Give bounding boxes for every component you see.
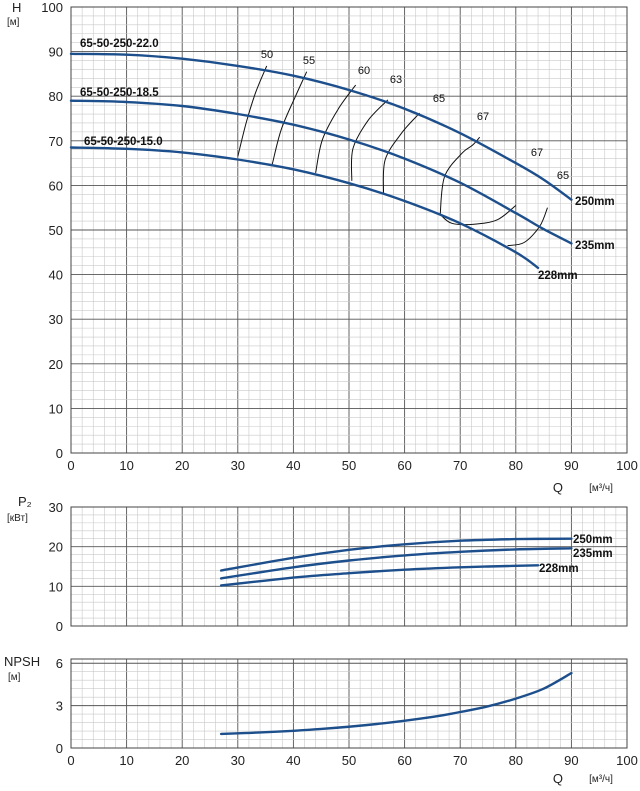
efficiency-curve [382,112,420,195]
power-panel: 0 10 20 30 250mm 235mm 228mm [49,500,628,634]
x-tick-label: 20 [175,458,189,473]
x-tick-label: 90 [564,753,578,768]
x-tick-label: 20 [175,753,189,768]
y-tick-label: 90 [49,45,63,60]
head-xlabel: Q [553,480,563,495]
y-tick-label: 40 [49,268,63,283]
y-tick-label: 20 [49,357,63,372]
x-tick-label: 80 [509,753,523,768]
x-tick-label: 80 [509,458,523,473]
npsh-yunit: [м] [8,672,21,683]
y-tick-label: 0 [56,446,63,461]
efficiency-label: 65 [557,170,569,182]
y-tick-label: 20 [49,540,63,555]
y-tick-label: 10 [49,401,63,416]
series-end-label: 250mm [575,196,615,208]
power-ylabel: P₂ [18,494,32,509]
y-tick-label: 6 [56,656,63,671]
x-tick-label: 10 [119,753,133,768]
efficiency-curve [237,65,268,157]
npsh-ylabel: NPSH [4,654,40,669]
y-tick-label: 70 [49,134,63,149]
efficiency-label: 50 [261,49,273,61]
plot-frame [70,506,628,627]
y-tick-label: 60 [49,178,63,193]
x-tick-label: 70 [453,458,467,473]
head-panel: 0 10 20 30 40 50 60 70 80 90 100 0 10 20 30 40 50 60 70 80 9… [41,0,638,473]
series-end-label: 235mm [575,240,615,252]
x-tick-label: 90 [564,458,578,473]
efficiency-curve [439,136,481,215]
y-tick-label: 100 [41,0,63,15]
y-tick-label: 3 [56,699,63,714]
efficiency-curve [439,205,517,226]
x-tick-label: 50 [342,458,356,473]
efficiency-curve [271,71,308,165]
series-line [219,564,540,587]
efficiency-label: 65 [433,93,445,105]
y-tick-label: 10 [49,579,63,594]
x-tick-label: 40 [286,753,300,768]
x-tick-label: 60 [397,458,411,473]
x-tick-label: 100 [616,753,638,768]
y-tick-label: 30 [49,500,63,515]
series-name-label: 65-50-250-15.0 [84,136,163,148]
x-tick-label: 0 [67,753,74,768]
series-line [69,146,540,270]
series-end-label: 228mm [539,563,579,575]
npsh-xunit: [м³/ч] [589,774,613,785]
x-tick-label: 10 [119,458,133,473]
series-name-label: 65-50-250-22.0 [80,38,159,50]
series-end-label: 235mm [573,548,613,560]
series-line [219,547,573,580]
x-tick-label: 30 [231,753,245,768]
series-name-label: 65-50-250-18.5 [80,87,159,99]
efficiency-curve [315,84,357,174]
series-line [69,52,573,201]
plot-frame [70,6,628,454]
y-tick-label: 80 [49,89,63,104]
efficiency-curve [507,207,548,247]
x-tick-label: 40 [286,458,300,473]
x-tick-label: 60 [397,753,411,768]
x-tick-label: 50 [342,753,356,768]
power-yunit: [кВт] [7,513,28,524]
x-tick-label: 100 [616,458,638,473]
series-line [69,99,573,245]
x-tick-label: 0 [67,458,74,473]
x-tick-label: 30 [231,458,245,473]
x-tick-label: 70 [453,753,467,768]
head-xunit: [м³/ч] [589,483,613,494]
series-line [219,537,573,572]
y-tick-label: 0 [56,741,63,756]
series-end-label: 250mm [573,534,613,546]
head-yunit: [м] [7,17,20,28]
efficiency-label: 67 [531,147,543,159]
series-line [219,671,573,736]
npsh-xlabel: Q [553,771,563,786]
efficiency-label: 60 [358,65,370,77]
y-tick-label: 0 [56,619,63,634]
y-tick-label: 50 [49,223,63,238]
head-ylabel: H [12,0,21,15]
efficiency-label: 67 [477,111,489,123]
y-tick-label: 30 [49,312,63,327]
series-end-label: 228mm [538,270,578,282]
efficiency-curve [350,99,389,181]
plot-frame [70,658,628,749]
efficiency-label: 55 [303,55,315,67]
efficiency-label: 63 [390,74,402,86]
